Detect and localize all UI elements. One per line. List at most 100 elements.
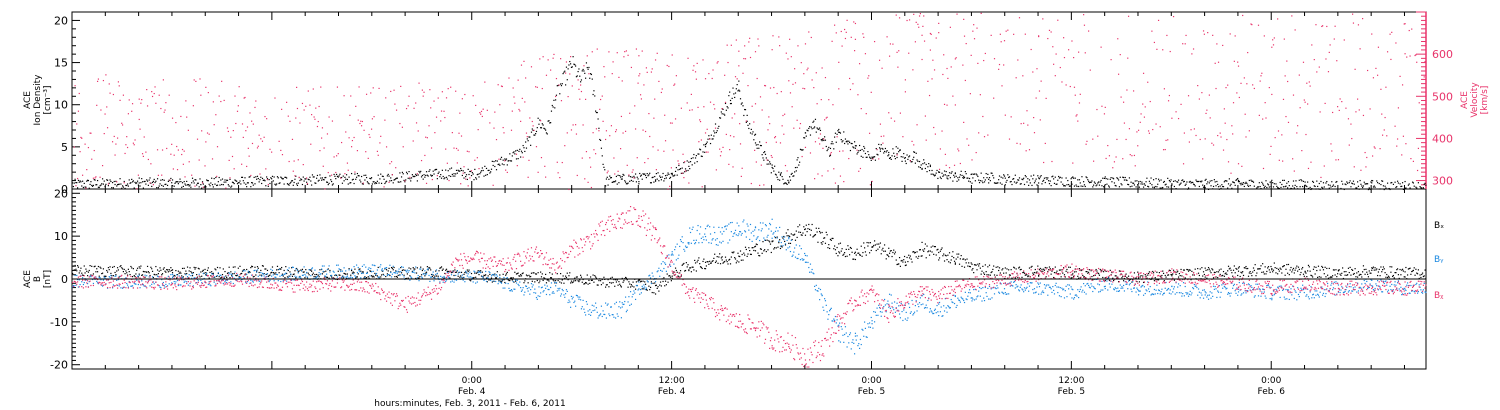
data-point: [1202, 30, 1205, 32]
data-point: [340, 177, 342, 179]
data-point: [435, 275, 438, 277]
data-point: [181, 153, 183, 156]
data-point: [1108, 186, 1111, 188]
data-point: [1212, 188, 1214, 190]
data-point: [74, 274, 76, 277]
data-point: [1054, 176, 1056, 178]
data-point: [659, 284, 661, 286]
data-point: [212, 186, 214, 188]
data-point: [165, 283, 167, 286]
data-point: [641, 288, 643, 290]
data-point: [1293, 170, 1295, 172]
data-point: [338, 274, 340, 276]
data-point: [754, 246, 756, 248]
data-point: [688, 182, 690, 184]
data-point: [137, 276, 139, 278]
data-point: [996, 274, 998, 276]
data-point: [96, 179, 99, 182]
data-point: [956, 253, 958, 255]
data-point: [92, 282, 95, 285]
data-point: [222, 268, 224, 270]
data-point: [406, 273, 408, 275]
data-point: [1157, 279, 1159, 281]
data-point: [775, 174, 777, 176]
data-point: [867, 77, 869, 79]
data-point: [787, 179, 789, 182]
data-point: [619, 283, 621, 285]
data-point: [310, 143, 312, 145]
data-point: [756, 243, 758, 246]
data-point: [1133, 272, 1136, 274]
data-point: [158, 185, 160, 187]
data-point: [537, 117, 539, 119]
data-point: [225, 275, 227, 277]
data-point: [560, 282, 563, 284]
data-point: [739, 98, 742, 100]
data-point: [226, 276, 228, 279]
data-point: [1224, 273, 1226, 275]
data-point: [1252, 181, 1255, 183]
data-point: [273, 176, 275, 178]
data-point: [588, 66, 590, 69]
data-point: [1366, 273, 1369, 275]
data-point: [1205, 112, 1207, 115]
data-point: [934, 174, 936, 176]
data-point: [482, 108, 484, 110]
data-point: [545, 282, 548, 284]
data-point: [942, 175, 944, 177]
data-point: [609, 281, 611, 284]
data-point: [929, 165, 931, 168]
data-point: [772, 240, 774, 242]
data-point: [1201, 92, 1203, 94]
data-point: [759, 184, 761, 187]
data-point: [1155, 123, 1157, 125]
data-point: [72, 265, 75, 267]
data-point: [246, 182, 249, 184]
data-point: [494, 273, 496, 275]
data-point: [1261, 181, 1263, 183]
data-point: [633, 175, 635, 177]
data-point: [584, 178, 586, 180]
data-point: [1003, 64, 1005, 66]
data-point: [199, 276, 201, 278]
data-point: [1094, 182, 1096, 184]
data-point: [1063, 37, 1065, 39]
data-point: [738, 50, 740, 52]
data-point: [108, 269, 110, 271]
data-point: [1089, 69, 1091, 71]
data-point: [760, 164, 762, 166]
data-point: [764, 85, 767, 87]
data-point: [713, 135, 715, 137]
data-point: [960, 170, 962, 172]
data-point: [1063, 185, 1066, 187]
data-point: [493, 280, 495, 282]
data-point: [92, 177, 95, 179]
data-point: [454, 175, 456, 177]
data-point: [670, 280, 672, 282]
data-point: [247, 182, 249, 184]
data-point: [1135, 277, 1137, 279]
data-point: [205, 272, 207, 274]
data-point: [667, 172, 669, 174]
data-point: [310, 180, 312, 182]
data-point: [1265, 180, 1267, 182]
data-point: [958, 176, 961, 178]
data-point: [1270, 185, 1272, 188]
data-point: [762, 157, 764, 159]
data-point: [441, 269, 443, 271]
data-point: [789, 179, 792, 181]
data-point: [281, 154, 284, 156]
data-point: [862, 33, 864, 35]
data-point: [712, 69, 714, 71]
data-point: [963, 176, 966, 179]
data-point: [1075, 115, 1077, 117]
data-point: [1371, 269, 1373, 271]
data-point: [89, 275, 91, 277]
data-point: [993, 265, 995, 267]
data-point: [774, 247, 776, 249]
data-point: [1183, 180, 1185, 183]
data-point: [192, 272, 194, 274]
data-point: [928, 254, 931, 256]
data-point: [440, 110, 443, 112]
data-point: [115, 274, 117, 276]
